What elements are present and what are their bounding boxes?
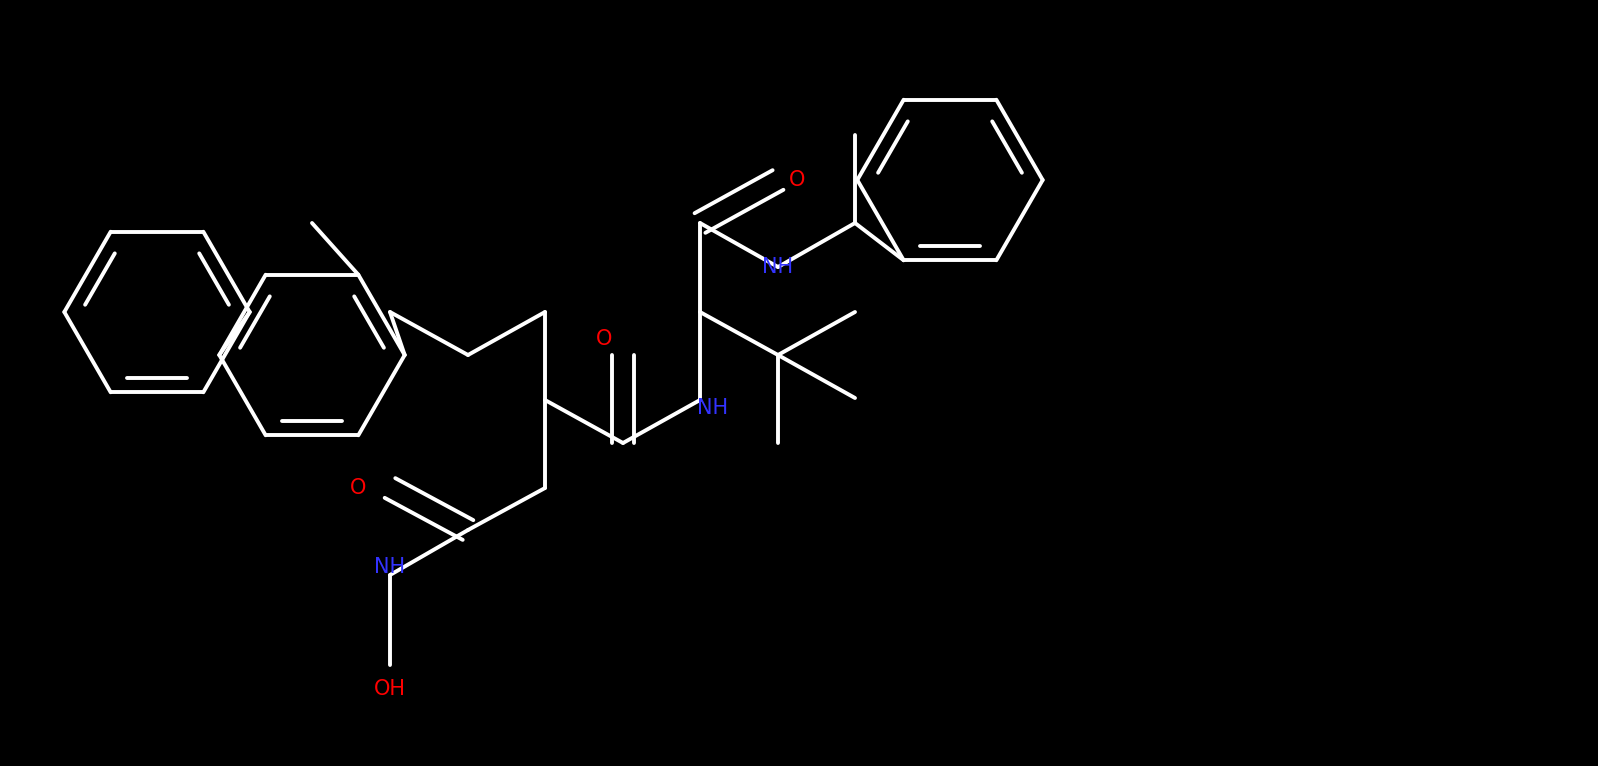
Text: NH: NH [374, 557, 406, 577]
Text: O: O [596, 329, 612, 349]
Text: NH: NH [697, 398, 729, 418]
Text: O: O [789, 170, 805, 190]
Text: NH: NH [762, 257, 794, 277]
Text: OH: OH [374, 679, 406, 699]
Text: O: O [350, 478, 366, 498]
